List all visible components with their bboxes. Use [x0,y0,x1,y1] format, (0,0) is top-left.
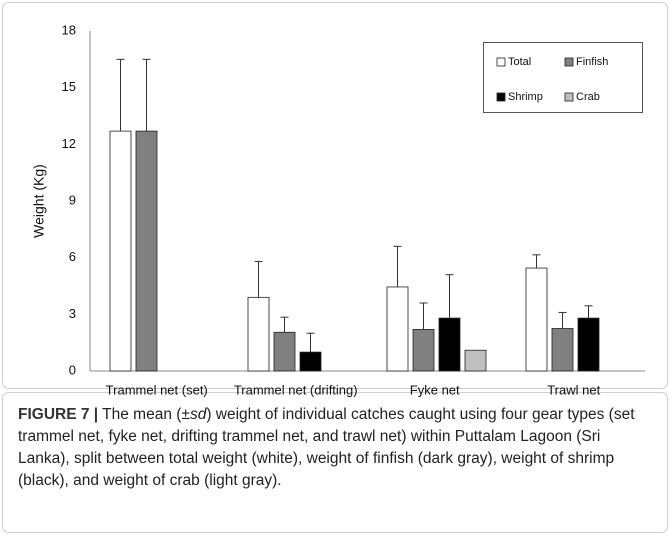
legend-label: Shrimp [508,91,543,103]
x-tick-label: Trammel net (drifting) [234,382,358,397]
caption-frame [2,392,668,533]
bar [109,130,132,372]
legend-box [483,42,643,113]
x-tick-label: Trawl net [547,382,600,397]
y-tick-label: 9 [69,192,76,207]
legend-label: Crab [576,91,600,103]
y-tick-label: 3 [69,306,76,321]
caption: FIGURE 7 | The mean (±sd) weight of indi… [18,404,654,492]
legend-label: Total [508,56,531,68]
y-tick-label: 18 [62,22,76,37]
caption-text: ) weight of individual catches caught us… [18,406,635,489]
y-tick-label: 6 [69,249,76,264]
bar [551,328,574,372]
y-tick-label: 12 [62,136,76,151]
y-tick-label: 15 [62,79,76,94]
caption-label: FIGURE 7 | [18,406,99,423]
bar [438,317,461,372]
bar [577,317,600,372]
caption-italic: sd [189,406,207,423]
legend-swatch [564,92,574,102]
bar [299,351,322,372]
y-tick-label: 0 [69,362,76,377]
bar [273,331,296,372]
legend-swatch [496,92,506,102]
bar [135,130,158,372]
x-tick-label: Trammel net (set) [106,382,208,397]
legend-swatch [496,57,506,67]
bar [412,329,435,372]
x-tick-label: Fyke net [410,382,460,397]
legend-swatch [564,57,574,67]
bar [525,267,548,372]
bar [247,296,270,372]
bar [464,349,487,372]
bar [386,286,409,372]
legend-label: Finfish [576,56,608,68]
y-axis-label: Weight (Kg) [31,164,47,238]
chart-frame [2,2,668,389]
caption-text: The mean (± [98,406,190,423]
